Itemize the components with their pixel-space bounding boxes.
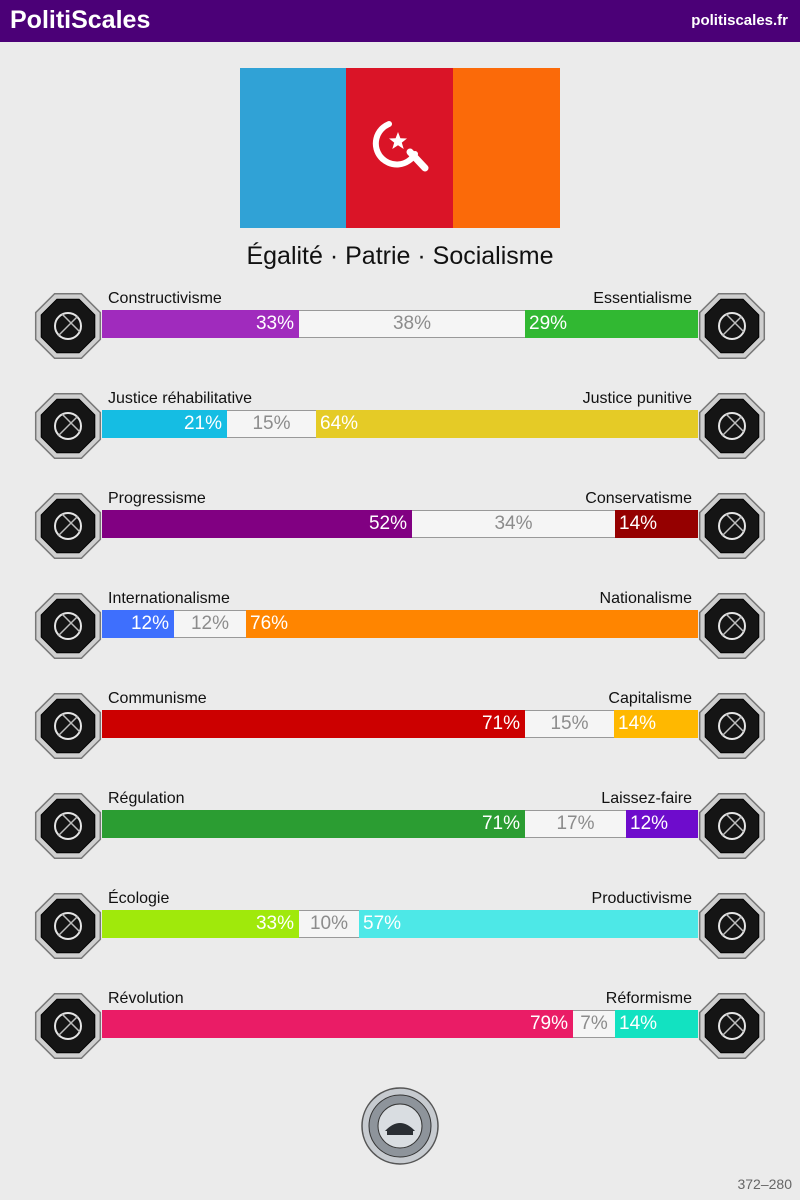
axis-neutral-segment: 10% — [299, 910, 359, 938]
axis-left-segment: 71% — [102, 710, 525, 738]
axis-neutral-segment: 15% — [525, 710, 614, 738]
raised-fist-icon — [34, 992, 102, 1060]
result-code: 372–280 — [737, 1176, 792, 1192]
axis-right-segment: 29% — [525, 310, 698, 338]
handshake-icon — [34, 392, 102, 460]
axis-right-segment: 76% — [246, 610, 698, 638]
axis-left-label: Internationalisme — [108, 590, 230, 607]
axis-left-segment: 33% — [102, 310, 299, 338]
axis-right-label: Réformisme — [605, 990, 692, 1007]
axis-neutral-segment: 15% — [227, 410, 316, 438]
flower-icon — [698, 292, 766, 360]
slogan: Égalité · Patrie · Socialisme — [246, 242, 554, 270]
axis-right-segment: 14% — [614, 710, 698, 738]
comet-icon — [34, 492, 102, 560]
axis-left-label: Justice réhabilitative — [108, 390, 253, 407]
axis-bar: 33% 10% 57% — [102, 910, 698, 938]
axis-right-segment: 12% — [626, 810, 698, 838]
axis-left-segment: 79% — [102, 1010, 573, 1038]
axis-left-segment: 52% — [102, 510, 412, 538]
gear-icon — [698, 892, 766, 960]
money-bag-icon — [698, 692, 766, 760]
axis-left-segment: 12% — [102, 610, 174, 638]
axis-right-segment: 14% — [615, 1010, 698, 1038]
axis-neutral-segment: 7% — [573, 1010, 615, 1038]
axis-left-label: Communisme — [108, 690, 207, 707]
politiscales-seal-icon — [361, 1087, 439, 1165]
axis-row: Communisme Capitalisme 71% 15% 14% — [0, 690, 800, 770]
axis-row: Internationalisme Nationalisme 12% 12% 76% — [0, 590, 800, 670]
axis-row: Constructivisme Essentialisme 33% 38% 29% — [0, 290, 800, 370]
flag-stripe-center — [346, 68, 454, 228]
axis-bar: 21% 15% 64% — [102, 410, 698, 438]
brand-title: PolitiScales — [10, 6, 151, 34]
axis-left-label: Régulation — [108, 790, 185, 807]
axis-row: Progressisme Conservatisme 52% 34% 14% — [0, 490, 800, 570]
ruler-icon — [34, 792, 102, 860]
crescent-star-sickle-icon — [372, 121, 429, 172]
axis-neutral-segment: 34% — [412, 510, 615, 538]
axis-bar: 71% 15% 14% — [102, 710, 698, 738]
axis-left-label: Constructivisme — [108, 290, 222, 307]
flag-stripe-right — [453, 68, 560, 228]
axis-neutral-segment: 38% — [299, 310, 525, 338]
axis-left-label: Progressisme — [108, 490, 206, 507]
axis-left-label: Révolution — [108, 990, 184, 1007]
flag-icon — [698, 592, 766, 660]
axis-bar: 79% 7% 14% — [102, 1010, 698, 1038]
axis-right-label: Conservatisme — [585, 490, 692, 507]
axis-left-segment: 21% — [102, 410, 227, 438]
hammer-sickle-icon — [34, 692, 102, 760]
axis-right-label: Essentialisme — [593, 290, 692, 307]
prison-bars-icon — [698, 392, 766, 460]
axis-row: Écologie Productivisme 33% 10% 57% — [0, 890, 800, 970]
axis-left-label: Écologie — [108, 890, 170, 907]
axis-right-segment: 14% — [615, 510, 698, 538]
quill-icon — [698, 492, 766, 560]
axis-left-segment: 33% — [102, 910, 299, 938]
eye-icon — [34, 292, 102, 360]
axis-right-segment: 64% — [316, 410, 698, 438]
axis-row: Justice réhabilitative Justice punitive 21… — [0, 390, 800, 470]
axis-right-label: Nationalisme — [599, 590, 692, 607]
axis-bar: 52% 34% 14% — [102, 510, 698, 538]
header-bar: PolitiScales politiscales.fr — [0, 0, 800, 42]
axis-right-label: Productivisme — [591, 890, 692, 907]
flag-stripe-left — [240, 68, 347, 228]
ballot-box-icon — [698, 992, 766, 1060]
axis-bar: 12% 12% 76% — [102, 610, 698, 638]
globe-icon — [34, 592, 102, 660]
axis-row: Régulation Laissez-faire 71% 17% 12% — [0, 790, 800, 870]
axis-right-label: Laissez-faire — [601, 790, 692, 807]
axis-bar: 71% 17% 12% — [102, 810, 698, 838]
axis-left-segment: 71% — [102, 810, 525, 838]
result-flag — [240, 68, 560, 228]
axis-right-segment: 57% — [359, 910, 698, 938]
butterfly-icon — [698, 792, 766, 860]
sprout-icon — [34, 892, 102, 960]
axis-neutral-segment: 17% — [525, 810, 626, 838]
axis-row: Révolution Réformisme 79% 7% 14% — [0, 990, 800, 1070]
axis-bar: 33% 38% 29% — [102, 310, 698, 338]
site-url[interactable]: politiscales.fr — [691, 12, 788, 29]
axis-right-label: Justice punitive — [582, 390, 692, 407]
axis-right-label: Capitalisme — [608, 690, 692, 707]
axis-neutral-segment: 12% — [174, 610, 246, 638]
